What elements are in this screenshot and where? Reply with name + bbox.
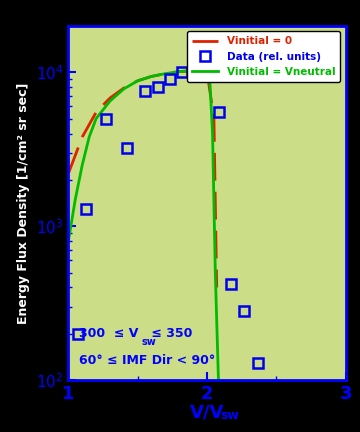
- Y-axis label: Energy Flux Density [1/cm² sr sec]: Energy Flux Density [1/cm² sr sec]: [17, 83, 30, 324]
- Text: ≤ 350: ≤ 350: [147, 327, 193, 340]
- Text: V/V: V/V: [190, 403, 224, 422]
- Text: 60° ≤ IMF Dir < 90°: 60° ≤ IMF Dir < 90°: [80, 354, 216, 367]
- Text: sw: sw: [220, 409, 239, 422]
- Legend: Vinitial = 0, Data (rel. units), Vinitial = Vneutral: Vinitial = 0, Data (rel. units), Vinitia…: [187, 31, 341, 82]
- Text: sw: sw: [142, 337, 157, 346]
- Text: 300  ≤ V: 300 ≤ V: [80, 327, 139, 340]
